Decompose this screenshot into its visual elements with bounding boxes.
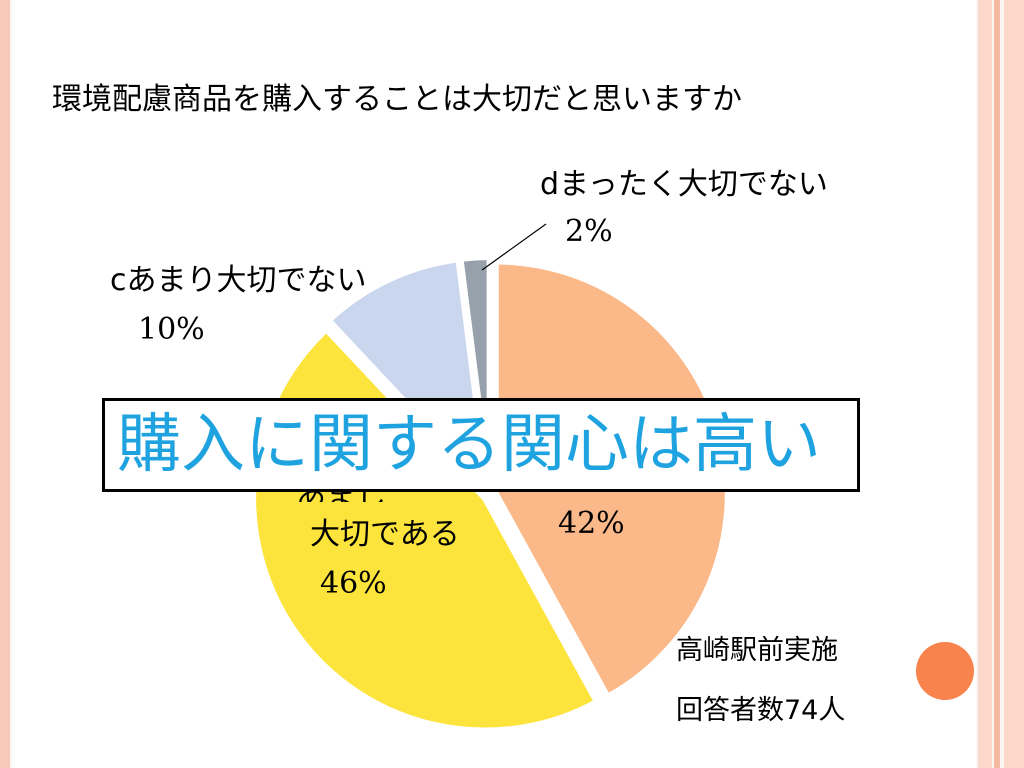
survey-location-note: 高崎駅前実施 xyxy=(676,635,838,666)
chart-title: 環境配慮商品を購入することは大切だと思いますか xyxy=(52,82,742,117)
pct-slice-d: 2% xyxy=(565,214,613,249)
callout-box: 購入に関する関心は高い xyxy=(102,398,860,492)
decorative-circle xyxy=(916,642,974,700)
slide-frame-right-outer xyxy=(1004,0,1024,768)
respondent-count-note: 回答者数74人 xyxy=(676,695,846,726)
pct-slice-a: 42% xyxy=(558,506,625,541)
slide-frame-right xyxy=(978,0,992,768)
label-slice-c: cあまり大切でない xyxy=(110,263,367,298)
slide-frame-right-stripe xyxy=(994,0,1000,768)
label-slice-b: 大切である xyxy=(310,517,460,552)
label-slice-d: dまったく大切でない xyxy=(540,167,828,202)
callout-text: 購入に関する関心は高い xyxy=(117,408,821,482)
pct-slice-c: 10% xyxy=(138,312,205,347)
pct-slice-b: 46% xyxy=(320,566,387,601)
slide-frame-left xyxy=(0,0,10,768)
leader-line-d xyxy=(481,223,547,271)
